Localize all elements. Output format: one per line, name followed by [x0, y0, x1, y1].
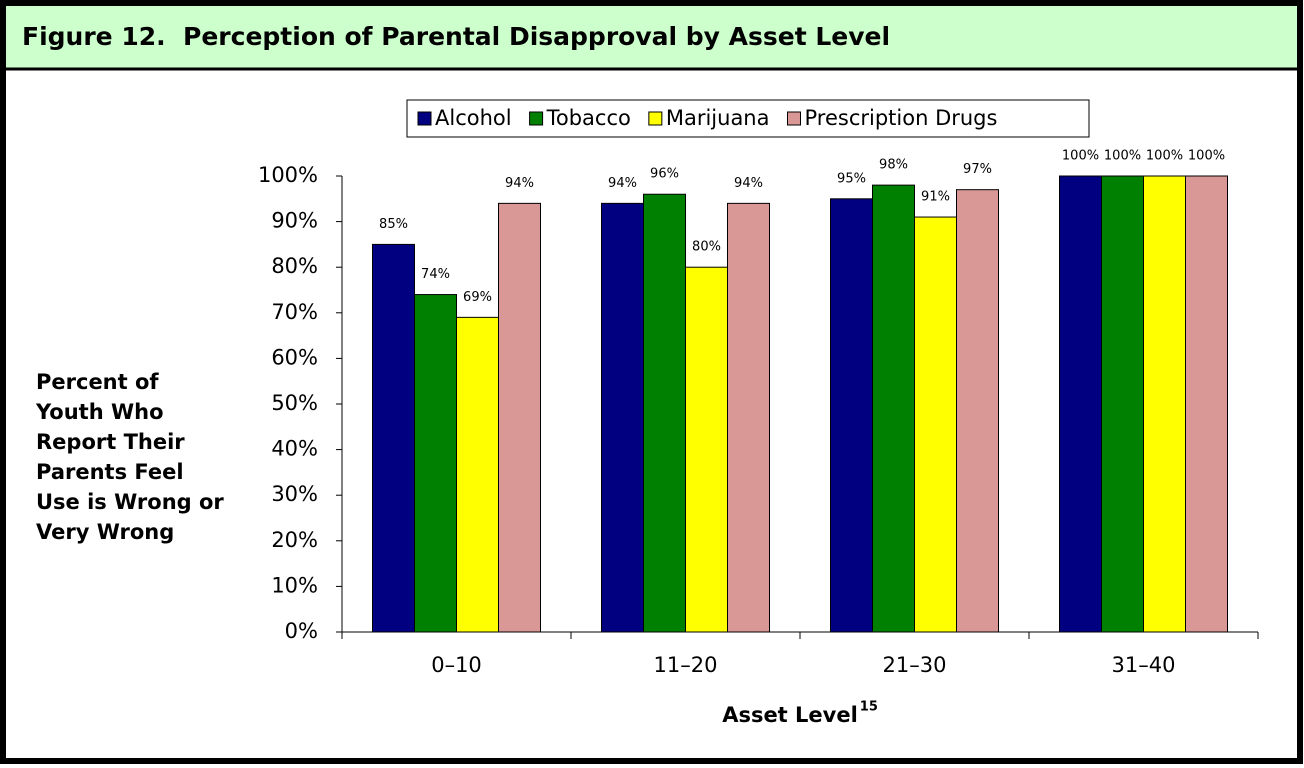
- x-tick-label: 0–10: [431, 653, 482, 677]
- bar: [456, 316, 499, 633]
- y-tick-label: 0%: [285, 619, 318, 643]
- data-label: 100%: [1062, 149, 1099, 164]
- bar: [727, 202, 770, 633]
- x-axis-label: Asset Level: [722, 703, 858, 727]
- y-tick-label: 30%: [271, 482, 318, 506]
- y-axis-label: Parents Feel: [36, 460, 184, 484]
- legend-box: [406, 99, 1090, 138]
- y-axis-label: Report Their: [36, 430, 185, 454]
- data-label: 100%: [1104, 149, 1141, 164]
- data-label: 100%: [1188, 149, 1225, 164]
- y-tick-label: 100%: [258, 163, 318, 187]
- bar: [643, 193, 686, 633]
- y-axis-label: Use is Wrong or: [36, 490, 224, 514]
- legend-label: Marijuana: [666, 106, 770, 130]
- chart-title: Figure 12. Perception of Parental Disapp…: [22, 22, 890, 51]
- data-label: 98%: [879, 158, 908, 173]
- bar: [872, 184, 915, 633]
- y-tick-label: 70%: [271, 300, 318, 324]
- bar: [498, 202, 541, 633]
- bar: [1059, 175, 1102, 633]
- bar: [1185, 175, 1228, 633]
- bar: [830, 198, 873, 633]
- data-label: 91%: [921, 190, 950, 205]
- bar: [914, 216, 957, 633]
- x-tick-label: 11–20: [654, 653, 718, 677]
- bar: [372, 243, 415, 633]
- data-label: 100%: [1146, 149, 1183, 164]
- y-tick-label: 10%: [271, 573, 318, 597]
- data-label: 94%: [505, 176, 534, 191]
- y-axis-label: Youth Who: [35, 400, 164, 424]
- data-label: 94%: [734, 176, 763, 191]
- legend-swatch: [529, 111, 544, 126]
- x-axis-footnote: 15: [860, 700, 878, 715]
- data-label: 94%: [608, 176, 637, 191]
- bar: [601, 202, 644, 633]
- data-label: 85%: [379, 217, 408, 232]
- data-label: 69%: [463, 290, 492, 305]
- data-label: 74%: [421, 267, 450, 282]
- data-label: 95%: [837, 171, 866, 186]
- data-label: 97%: [963, 162, 992, 177]
- legend-label: Tobacco: [546, 106, 631, 130]
- y-tick-label: 40%: [271, 437, 318, 461]
- x-tick-label: 21–30: [883, 653, 947, 677]
- data-label: 80%: [692, 240, 721, 255]
- bar: [414, 294, 457, 633]
- bar: [685, 266, 728, 633]
- bar: [1101, 175, 1144, 633]
- y-tick-label: 80%: [271, 254, 318, 278]
- legend-swatch: [648, 111, 663, 126]
- data-label: 96%: [650, 167, 679, 182]
- header: [6, 6, 1297, 68]
- y-tick-label: 20%: [271, 528, 318, 552]
- y-axis-label: Very Wrong: [36, 520, 174, 544]
- bar: [956, 189, 999, 633]
- bar: [1143, 175, 1186, 633]
- y-axis-label: Percent of: [36, 370, 159, 394]
- x-tick-label: 31–40: [1112, 653, 1176, 677]
- legend-label: Prescription Drugs: [805, 106, 998, 130]
- legend-swatch: [417, 111, 432, 126]
- legend-label: Alcohol: [435, 106, 512, 130]
- y-tick-label: 90%: [271, 209, 318, 233]
- y-tick-label: 60%: [271, 345, 318, 369]
- legend-swatch: [787, 111, 801, 126]
- y-tick-label: 50%: [271, 391, 318, 415]
